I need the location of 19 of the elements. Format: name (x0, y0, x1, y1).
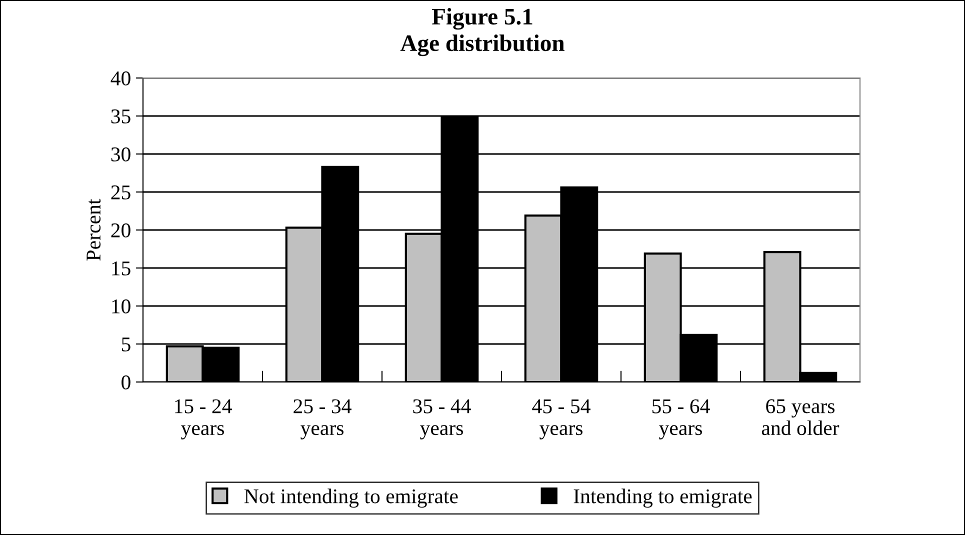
y-tick-label: 15 (112, 261, 130, 276)
x-tick-label: 45 - 54 years (532, 399, 590, 440)
x-tick-label: 25 - 34 years (294, 399, 352, 440)
y-tick-label: 40 (110, 71, 130, 86)
y-tick-label: 5 (122, 338, 130, 352)
chart-title: Figure 5.1 Age distribution (400, 8, 564, 56)
legend-label: Intending to emigrate (574, 488, 752, 508)
x-tick-label: 35 - 44 years (413, 399, 471, 440)
y-tick-label: 10 (112, 299, 130, 314)
y-tick-label: 0 (122, 375, 130, 390)
x-tick-label: 55 - 64 years (652, 399, 710, 440)
y-tick-label: 25 (111, 185, 130, 200)
x-tick-label: 65 years and older (762, 399, 840, 436)
y-tick-label: 20 (111, 223, 130, 238)
y-tick-label: 30 (111, 147, 130, 162)
y-axis-title: Percent (86, 198, 101, 261)
legend-label: Not intending to emigrate (244, 488, 458, 508)
y-tick-label: 35 (111, 109, 130, 124)
x-tick-label: 15 - 24 years (175, 399, 232, 440)
